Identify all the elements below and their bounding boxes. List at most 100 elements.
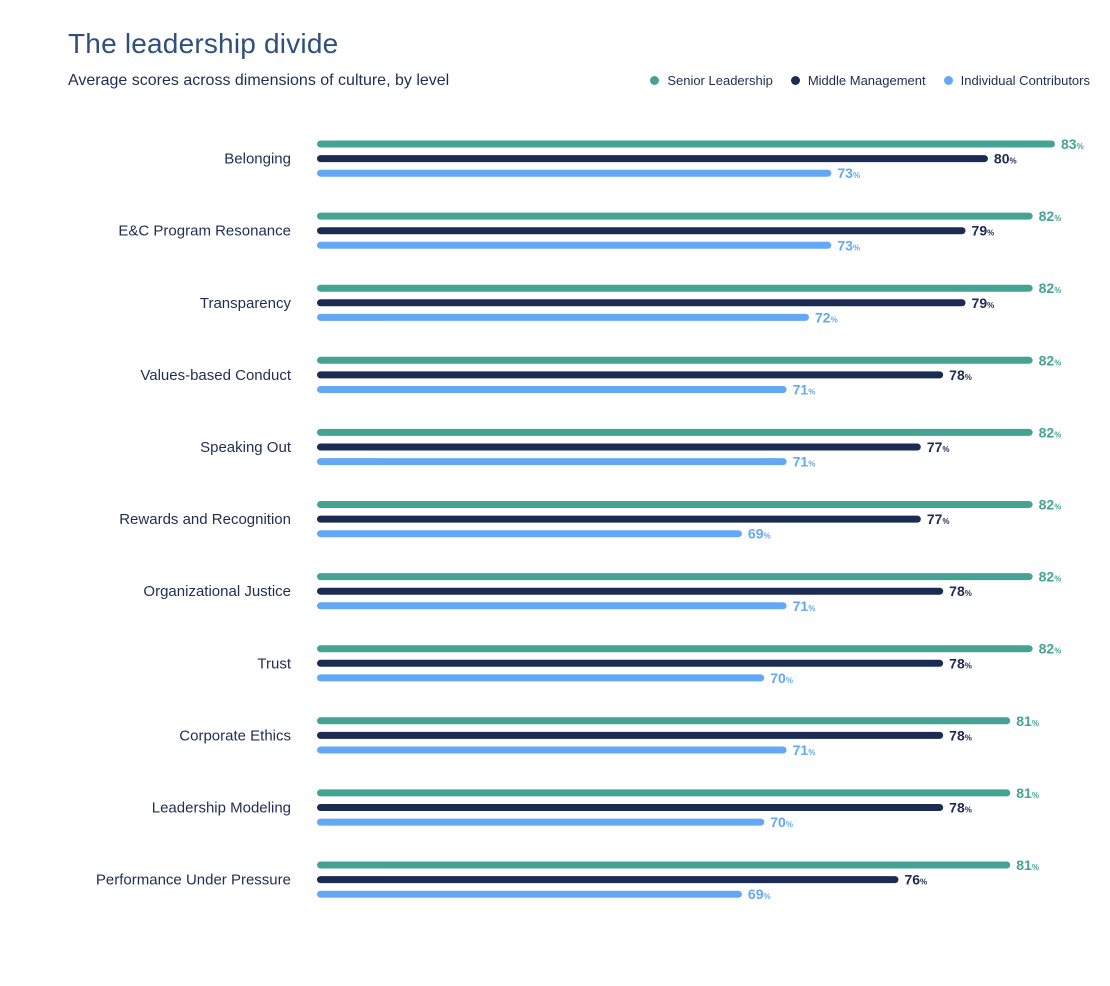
data-label: 78% [949,367,972,383]
bar [317,241,832,249]
percent-sign: % [965,661,972,670]
category-group: Values-based Conduct 82% 78% 71% [140,352,1061,397]
percent-sign: % [808,460,815,469]
bar [317,155,988,163]
legend-item-middle-management: Middle Management [790,73,926,88]
category-group: Organizational Justice 82% 78% 71% [143,569,1061,614]
bar [317,313,809,321]
data-label: 82% [1039,497,1062,513]
category-group: Rewards and Recognition 82% 77% 69% [119,497,1061,542]
data-label: 81% [1016,713,1039,729]
data-label: 82% [1039,569,1062,585]
legend-item-senior-leadership: Senior Leadership [650,73,773,88]
bar [317,861,1011,869]
legend-label: Middle Management [807,73,926,88]
percent-sign: % [942,445,949,454]
category-label: Organizational Justice [143,583,291,600]
percent-sign: % [1032,863,1039,872]
data-label: 71% [793,382,816,398]
category-label: Speaking Out [200,439,292,456]
data-label: 73% [837,237,860,253]
bar [317,227,966,235]
percent-sign: % [987,301,994,310]
category-label: Belonging [224,151,291,168]
bar [317,659,944,667]
data-label: 80% [994,151,1017,167]
legend-label: Senior Leadership [667,73,773,88]
percent-sign: % [965,373,972,382]
percent-sign: % [1054,358,1061,367]
percent-sign: % [1009,157,1016,166]
bar [317,674,765,682]
percent-sign: % [1077,142,1084,151]
legend-dot-icon [650,76,660,85]
percent-sign: % [920,878,927,887]
data-label: 82% [1039,208,1062,224]
category-label: Values-based Conduct [140,367,291,384]
data-label: 72% [815,309,838,325]
category-group: Leadership Modeling 81% 78% 70% [152,785,1039,830]
data-label: 71% [793,598,816,614]
category-label: Rewards and Recognition [119,511,291,528]
data-label: 78% [949,727,972,743]
category-group: Transparency 82% 79% 72% [200,280,1061,325]
bar [317,428,1033,436]
bar [317,284,1033,292]
data-label: 79% [972,223,995,239]
data-label: 71% [793,454,816,470]
data-label: 69% [748,526,771,542]
bar [317,212,1033,220]
bar [317,587,944,595]
percent-sign: % [965,733,972,742]
data-label: 79% [972,295,995,311]
bar [317,876,899,884]
data-label: 73% [837,165,860,181]
bar [317,890,742,898]
legend-dot-icon [790,76,800,85]
bar [317,169,832,177]
data-label: 78% [949,655,972,671]
category-label: Corporate Ethics [179,727,291,744]
legend-dot-icon [943,76,953,85]
bar [317,140,1055,148]
percent-sign: % [853,171,860,180]
chart-subtitle: Average scores across dimensions of cult… [68,72,450,89]
bar [317,386,787,393]
category-group: Corporate Ethics 81% 78% 71% [179,713,1039,758]
percent-sign: % [965,589,972,598]
percent-sign: % [1054,430,1061,439]
percent-sign: % [1032,791,1039,800]
category-label: Trust [257,655,291,672]
data-label: 70% [770,814,793,830]
bar [317,515,921,523]
bar [317,789,1011,797]
percent-sign: % [1054,286,1061,295]
chart-legend: Senior Leadership Middle Management Indi… [650,73,1090,88]
bar [317,746,787,754]
percent-sign: % [763,532,770,541]
bar [317,731,944,739]
percent-sign: % [987,229,994,238]
data-label: 82% [1039,424,1062,440]
data-label: 69% [748,886,771,902]
bar [317,645,1033,653]
category-group: E&C Program Resonance 82% 79% 73% [118,208,1061,253]
bar [317,717,1011,725]
bar [317,818,765,826]
percent-sign: % [1032,719,1039,728]
percent-sign: % [786,820,793,829]
data-label: 77% [927,439,950,455]
percent-sign: % [853,243,860,252]
bar [317,501,1033,508]
category-label: Leadership Modeling [152,800,291,817]
category-group: Performance Under Pressure 81% 76% 69% [96,857,1039,902]
data-label: 81% [1016,857,1039,873]
data-label: 76% [904,872,927,888]
percent-sign: % [1054,575,1061,584]
data-label: 77% [927,511,950,527]
percent-sign: % [965,806,972,815]
category-group: Trust 82% 78% 70% [257,641,1061,686]
category-group: Belonging 83% 80% 73% [224,136,1083,181]
bar [317,602,787,610]
